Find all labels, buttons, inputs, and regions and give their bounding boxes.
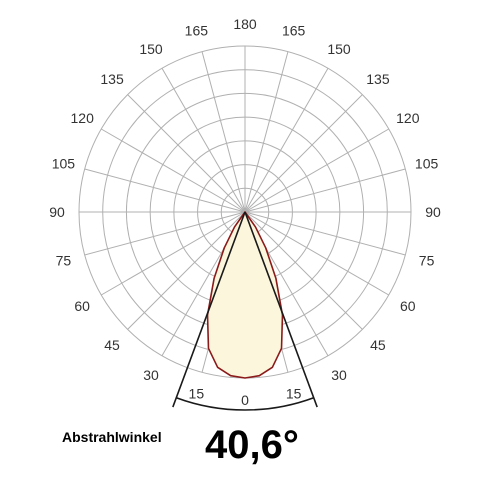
beam-edge-right <box>244 211 318 408</box>
grid-spoke <box>244 168 406 213</box>
angle-label: 105 <box>52 155 76 171</box>
angle-label: 105 <box>415 155 439 171</box>
angle-label: 135 <box>366 71 390 87</box>
grid-spoke <box>100 211 246 296</box>
angle-label: 45 <box>370 337 386 353</box>
beam-angle-label: Abstrahlwinkel <box>62 429 162 445</box>
beam-angle-value: 40,6° <box>205 423 299 467</box>
grid-spoke <box>244 128 390 213</box>
grid-spoke <box>84 168 246 213</box>
angle-label: 75 <box>419 253 435 269</box>
grid-spoke <box>244 51 289 213</box>
grid-spoke <box>244 67 329 213</box>
grid-spoke <box>244 94 363 213</box>
angle-label: 0 <box>241 392 249 408</box>
grid-spoke <box>84 211 246 256</box>
grid-spoke <box>100 128 246 213</box>
angle-label: 165 <box>185 22 209 38</box>
beam-angle-layer <box>172 211 318 411</box>
angle-label: 30 <box>143 367 159 383</box>
grid-spoke <box>161 67 246 213</box>
angle-label: 90 <box>49 204 65 220</box>
angle-label: 180 <box>233 16 257 32</box>
grid-spoke <box>244 211 406 256</box>
angle-label: 150 <box>139 41 163 57</box>
angle-label: 15 <box>189 386 205 402</box>
angle-label: 135 <box>100 71 124 87</box>
angle-label: 120 <box>71 110 95 126</box>
angle-label: 90 <box>425 204 441 220</box>
angle-label: 150 <box>327 41 351 57</box>
grid-spoke <box>244 211 390 296</box>
angle-label: 60 <box>400 298 416 314</box>
angle-label: 60 <box>74 298 90 314</box>
angle-label: 165 <box>282 22 306 38</box>
grid-spoke <box>201 51 246 213</box>
angle-label: 75 <box>56 253 72 269</box>
grid-spoke <box>127 94 246 213</box>
light-distribution-curve <box>206 211 284 379</box>
angle-label: 30 <box>331 367 347 383</box>
beam-edge-left <box>172 211 246 408</box>
beam-angle-arc <box>176 396 314 411</box>
curve-layer <box>206 211 284 379</box>
angle-label: 45 <box>104 337 120 353</box>
angle-label: 120 <box>396 110 420 126</box>
grid-spoke <box>244 211 363 330</box>
angle-label: 15 <box>286 386 302 402</box>
grid-spoke <box>127 211 246 330</box>
